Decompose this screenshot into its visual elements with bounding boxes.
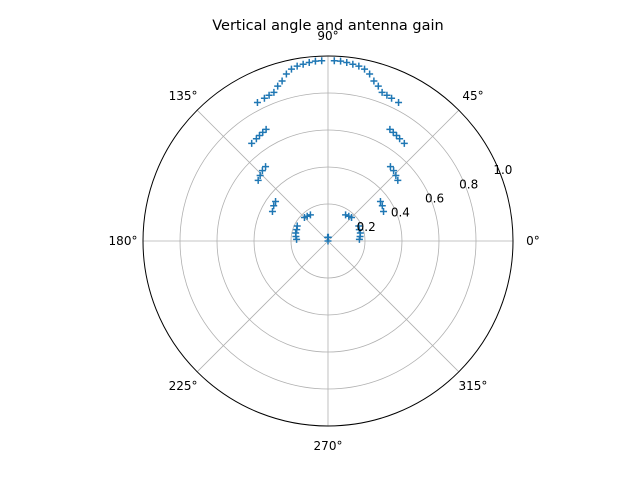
data-point <box>253 99 261 107</box>
data-point <box>260 94 268 102</box>
theta-tick-label: 45° <box>462 89 483 103</box>
data-point <box>356 229 364 237</box>
data-point <box>380 207 388 215</box>
data-point <box>343 59 351 67</box>
data-point <box>386 163 394 171</box>
data-point <box>318 57 326 65</box>
data-point <box>349 60 357 68</box>
data-point <box>258 167 266 175</box>
data-point <box>254 176 262 184</box>
data-point <box>293 62 301 70</box>
data-point <box>330 57 338 65</box>
data-point <box>293 226 301 234</box>
data-point <box>376 197 384 205</box>
data-point <box>394 176 402 184</box>
data-point <box>378 202 386 210</box>
data-point <box>386 125 394 133</box>
theta-tick-label: 315° <box>459 379 488 393</box>
data-point <box>361 65 369 73</box>
grid-spoke-315 <box>327 240 460 373</box>
data-point <box>299 60 307 68</box>
radial-tick-label: 0.8 <box>459 177 478 191</box>
data-point <box>265 91 273 99</box>
theta-tick-label: 0° <box>526 234 540 248</box>
polar-frame <box>142 55 514 427</box>
data-point <box>268 207 276 215</box>
data-points <box>248 57 408 245</box>
data-point <box>259 128 267 136</box>
data-point <box>400 139 408 147</box>
data-point <box>390 167 398 175</box>
data-point <box>374 82 382 90</box>
data-point <box>366 70 374 78</box>
data-point <box>272 197 280 205</box>
data-point <box>274 82 282 90</box>
data-point <box>393 131 401 139</box>
data-point <box>282 70 290 78</box>
data-point <box>306 211 314 219</box>
data-point <box>300 213 308 221</box>
data-point <box>270 88 278 96</box>
data-point <box>355 62 363 70</box>
data-point <box>248 139 256 147</box>
data-point <box>255 131 263 139</box>
theta-tick-label: 180° <box>109 234 138 248</box>
data-point <box>388 94 396 102</box>
data-point <box>278 77 286 85</box>
data-point <box>287 65 295 73</box>
data-point <box>395 99 403 107</box>
theta-tick-label: 270° <box>314 439 343 453</box>
data-point <box>342 211 350 219</box>
data-point <box>337 57 345 65</box>
radial-tick-label: 0.2 <box>357 220 376 234</box>
radial-tick-label: 1.0 <box>493 163 512 177</box>
grid-spoke-225 <box>196 240 329 373</box>
chart-title: Vertical angle and antenna gain <box>212 18 443 34</box>
data-point <box>378 88 386 96</box>
data-point <box>396 135 404 143</box>
data-point <box>392 171 400 179</box>
theta-tick-label: 90° <box>317 29 338 43</box>
radial-tick-label: 0.6 <box>425 192 444 206</box>
theta-tick-label: 225° <box>169 379 198 393</box>
data-point <box>305 59 313 67</box>
data-point <box>311 57 319 65</box>
theta-tick-label: 135° <box>169 89 198 103</box>
theta-tick-labels: 0° 45° 90° 135° 180° 225° 270° 315° <box>109 29 540 453</box>
data-point <box>256 171 264 179</box>
data-point <box>293 235 301 243</box>
data-point <box>370 77 378 85</box>
data-point <box>383 91 391 99</box>
data-point <box>355 222 363 230</box>
radial-tick-label: 0.4 <box>391 206 410 220</box>
data-point <box>262 163 270 171</box>
data-point <box>252 135 260 143</box>
data-point <box>270 202 278 210</box>
data-point <box>345 212 353 220</box>
radial-tick-labels: 0.2 0.4 0.6 0.8 1.0 <box>357 163 513 234</box>
data-point <box>324 237 332 245</box>
